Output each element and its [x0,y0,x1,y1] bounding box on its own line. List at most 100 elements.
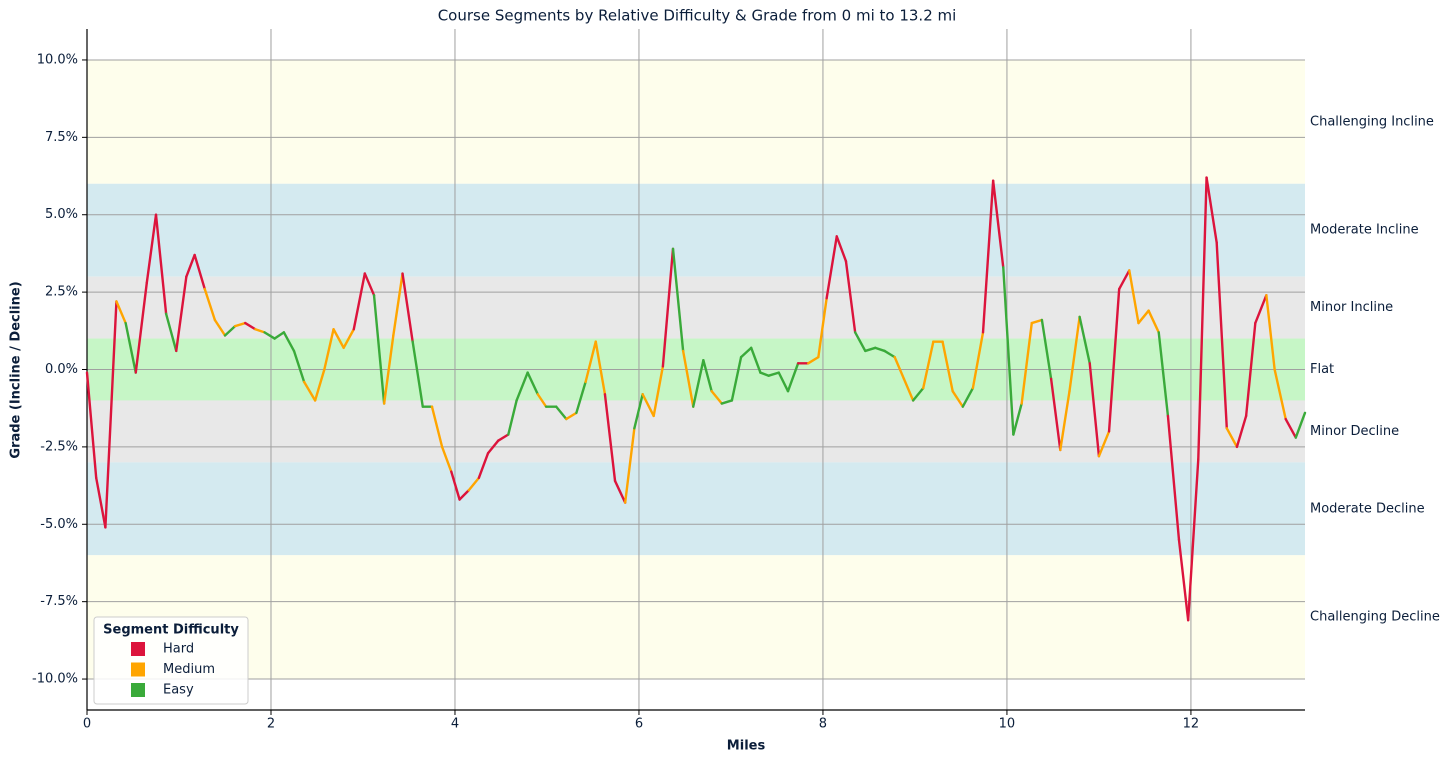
course-segment [411,340,424,408]
course-segment [786,362,800,393]
band-label: Moderate Decline [1310,501,1425,516]
course-segment [1235,414,1248,449]
course-segment [594,340,607,396]
course-segment [853,331,867,353]
course-segment [991,179,1005,269]
course-segment [893,355,906,380]
course-segment [185,253,196,278]
course-segment [603,393,617,483]
course-segment [332,328,345,350]
course-segment [313,368,326,402]
course-segment [613,479,627,504]
course-segment [203,287,217,322]
course-segment [1097,430,1111,458]
course-segment [1284,417,1298,439]
band-label: Moderate Incline [1310,223,1419,238]
course-segment [536,393,548,408]
legend-box [93,616,249,705]
course-segment [372,294,386,405]
course-segment [902,377,915,402]
y-tick-label: -5.0% [40,517,78,532]
legend-swatch [131,662,145,677]
course-segment [1088,362,1101,458]
band-label: Challenging Incline [1310,114,1434,129]
course-segment [342,328,355,350]
course-segment [720,399,734,405]
course-segment [145,213,158,285]
course-segment [515,371,529,402]
course-segment [323,328,335,371]
course-segment [273,331,286,340]
course-segment [1030,318,1044,325]
course-segment [922,340,935,390]
course-segment [1040,318,1053,380]
x-tick-label: 4 [451,717,459,732]
course-segment [874,346,886,353]
course-segment [507,399,518,436]
legend-label: Hard [163,642,194,657]
band-label: Challenging Decline [1310,610,1440,625]
course-segment [134,281,148,374]
course-segment [115,300,127,325]
course-segment [652,365,665,418]
course-segment [1107,287,1121,433]
course-segment [1049,377,1062,452]
course-segment [440,445,453,473]
course-segment [1128,269,1140,325]
course-segment [1215,241,1229,430]
course-segment [1147,309,1160,334]
course-segment [292,349,306,384]
course-segment [681,349,695,408]
x-tick-label: 6 [635,717,643,732]
course-segment [124,321,137,374]
course-segment [584,340,597,384]
course-segment [497,433,510,442]
course-segment [244,321,257,331]
course-segment [941,340,954,393]
course-segment [1197,176,1208,461]
band-label: Flat [1310,362,1334,377]
chart-title: Course Segments by Relative Difficulty &… [438,7,957,25]
course-segment [702,359,713,393]
course-segment [730,355,743,402]
course-segment [1012,402,1023,436]
course-segment [1166,414,1181,541]
y-axis-label: Grade (Incline / Decline) [9,281,24,458]
course-segment [450,470,461,501]
course-segment [223,324,237,337]
course-segment [430,405,444,449]
course-segment [1157,331,1170,418]
course-segment [1117,269,1131,291]
legend: Segment Difficulty Hard Medium Easy [93,616,249,705]
course-segment [1020,321,1033,405]
course-segment [961,386,975,408]
course-segment [392,272,404,337]
course-segment [981,179,995,334]
y-tick-label: 5.0% [45,207,78,222]
course-segment [164,312,178,353]
y-tick-label: -7.5% [40,594,78,609]
x-tick-label: 8 [819,717,827,732]
course-segment [477,451,490,480]
course-segment [233,321,247,328]
course-segment [486,439,500,455]
course-segment [175,275,188,353]
x-tick-label: 12 [1183,717,1200,732]
course-segment [671,247,685,353]
course-segment [623,427,636,504]
course-segment [749,346,762,374]
course-segment [382,334,395,405]
course-segment [104,300,118,529]
difficulty-band [87,183,1305,277]
course-segment [565,411,578,421]
legend-label: Easy [163,683,194,698]
course-segment [641,393,655,418]
course-segment [1254,294,1268,325]
y-tick-label: -2.5% [40,439,78,454]
course-segment [739,346,753,359]
course-segment [759,371,770,377]
course-segment [193,253,206,291]
course-segment [817,297,828,359]
course-segment [1059,389,1071,452]
x-tick-label: 0 [83,717,91,732]
